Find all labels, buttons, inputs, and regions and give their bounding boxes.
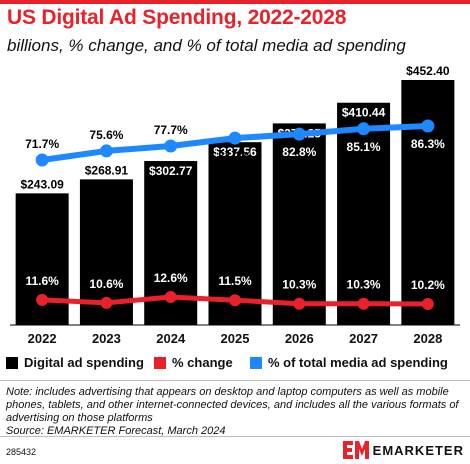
legend-label: % of total media ad spending bbox=[268, 355, 448, 370]
pct-total-media-label: 71.7% bbox=[25, 137, 59, 151]
pct-change-label: 10.3% bbox=[347, 278, 381, 292]
legend-label: % change bbox=[172, 355, 233, 370]
pct-change-label: 10.3% bbox=[282, 278, 316, 292]
x-tick-label: 2022 bbox=[28, 331, 57, 346]
pct-total-media-label: 75.6% bbox=[89, 128, 123, 142]
bar-value-label: $337.56 bbox=[213, 145, 257, 159]
point-pct-total-media bbox=[357, 122, 371, 136]
bar-value-label: $302.77 bbox=[149, 164, 193, 178]
x-tick-label: 2023 bbox=[92, 331, 121, 346]
source-text: Source: EMARKETER Forecast, March 2024 bbox=[6, 425, 226, 437]
pct-total-media-label: 82.8% bbox=[282, 145, 316, 159]
chart-title: US Digital Ad Spending, 2022-2028 bbox=[7, 6, 347, 29]
point-pct-change bbox=[36, 293, 49, 306]
point-pct-total-media bbox=[228, 131, 242, 145]
legend-item-digital-ad-spending: Digital ad spending bbox=[6, 355, 144, 370]
bar-2027 bbox=[337, 102, 391, 325]
x-tick-label: 2027 bbox=[349, 331, 378, 346]
pct-total-media-label: 85.1% bbox=[347, 140, 381, 154]
legend-item-pct-change: % change bbox=[154, 355, 233, 370]
point-pct-total-media bbox=[35, 153, 49, 167]
combo-chart: $243.09$268.91$302.77$337.56$372.25$410.… bbox=[10, 64, 460, 346]
chart-legend: Digital ad spending % change % of total … bbox=[6, 355, 466, 373]
pct-change-label: 12.6% bbox=[154, 271, 188, 285]
pct-change-label: 10.2% bbox=[411, 278, 445, 292]
pct-change-label: 11.5% bbox=[218, 274, 252, 288]
point-pct-total-media bbox=[164, 139, 178, 153]
legend-label: Digital ad spending bbox=[24, 355, 144, 370]
point-pct-change bbox=[357, 297, 370, 310]
x-tick-label: 2025 bbox=[221, 331, 250, 346]
point-pct-total-media bbox=[99, 144, 113, 158]
x-tick-label: 2024 bbox=[156, 331, 186, 346]
pct-total-media-label: 77.7% bbox=[154, 123, 188, 137]
legend-swatch-red bbox=[154, 356, 166, 369]
x-tick-label: 2026 bbox=[285, 331, 314, 346]
bar-2026 bbox=[272, 123, 326, 325]
point-pct-change bbox=[164, 291, 177, 303]
legend-swatch-black bbox=[6, 356, 18, 369]
x-tick-label: 2028 bbox=[413, 331, 442, 346]
divider-bottom bbox=[0, 436, 470, 437]
brand-name: EMARKETER bbox=[372, 442, 464, 458]
divider-top bbox=[0, 380, 470, 381]
point-pct-change bbox=[421, 298, 434, 310]
brand-logo: EMARKETER bbox=[342, 441, 464, 459]
chart-subtitle: billions, % change, and % of total media… bbox=[7, 36, 406, 55]
point-pct-total-media bbox=[292, 127, 306, 141]
legend-swatch-blue bbox=[250, 356, 262, 369]
pct-total-media-label: 81.1% bbox=[218, 149, 252, 163]
point-pct-total-media bbox=[421, 119, 435, 133]
footer: 285432 EMARKETER bbox=[0, 437, 470, 464]
bar-value-label: $410.44 bbox=[342, 106, 386, 120]
bar-value-label: $268.91 bbox=[85, 163, 129, 177]
pct-change-label: 11.6% bbox=[25, 274, 59, 288]
bar-value-label: $452.40 bbox=[406, 64, 450, 78]
pct-total-media-label: 86.3% bbox=[411, 137, 445, 151]
chart-note: Note: includes advertising that appears … bbox=[6, 386, 466, 438]
pct-change-label: 10.6% bbox=[89, 277, 123, 291]
point-pct-change bbox=[293, 297, 306, 310]
legend-item-pct-total-media: % of total media ad spending bbox=[250, 355, 448, 370]
emarketer-logo-icon bbox=[342, 441, 369, 459]
chart-id: 285432 bbox=[6, 447, 37, 457]
bar-value-label: $243.09 bbox=[20, 177, 64, 191]
note-text: Note: includes advertising that appears … bbox=[6, 386, 459, 424]
point-pct-change bbox=[100, 296, 113, 309]
top-accent-bar bbox=[0, 0, 470, 4]
point-pct-change bbox=[229, 294, 241, 307]
